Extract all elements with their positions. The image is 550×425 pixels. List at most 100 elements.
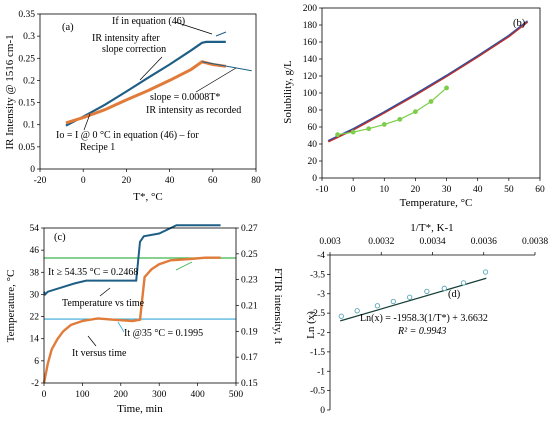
- chart-a-arrow-io: [83, 113, 91, 131]
- chart-a-xlabel: T*, °C: [133, 191, 162, 203]
- chart-c-temp-label: Temperature vs time: [62, 298, 145, 309]
- chart-b-point: [381, 122, 387, 127]
- chart-c-xtick-label: 400: [190, 390, 205, 400]
- chart-a-annot-corrected: IR intensity after slope correction: [92, 33, 166, 55]
- chart-b-plot-border: [321, 7, 541, 179]
- chart-b-point: [444, 85, 449, 91]
- chart-b-ytick-label: 200: [303, 4, 318, 14]
- chart-d-ytick-label: -2: [317, 329, 325, 339]
- chart-b-ytick-label: 80: [308, 106, 318, 116]
- chart-c-ytick-label: 22: [30, 313, 40, 323]
- chart-a-annot-slope: slope = 0.0008T*: [150, 92, 220, 103]
- chart-a-panel-label: (a): [62, 22, 74, 33]
- chart-d-fit-line: [340, 277, 487, 322]
- chart-c-arrow-low: [117, 321, 125, 333]
- chart-b-point: [335, 132, 340, 138]
- chart-a-ytick-label: 0.05: [18, 143, 35, 153]
- chart-b-ytick-label: 20: [308, 157, 318, 167]
- chart-d-point: [407, 294, 413, 300]
- chart-b-xtick-label: 30: [442, 185, 452, 195]
- chart-c-arrow-it: [87, 335, 97, 347]
- chart-c-plot-border: [43, 227, 237, 384]
- chart-d-point: [374, 303, 381, 309]
- chart-b-ytick-label: 180: [303, 21, 318, 31]
- chart-c-xtick-label: 300: [152, 390, 167, 400]
- chart-a-annot-if: If in equation (46): [112, 16, 185, 27]
- chart-d-ytick-label: 0: [320, 406, 325, 416]
- chart-c-y2label: FTIR intensity, It: [272, 268, 284, 344]
- chart-c-panel-label: (c): [54, 232, 66, 243]
- chart-c-xtick-label: 0: [42, 390, 47, 400]
- chart-a-arrow-corrected: [139, 56, 163, 81]
- chart-d: 0 -0.5 -1 -1.5 -2 -2.5 -3 -3.5 -4 0.003 0.0032 0.0…: [305, 222, 548, 416]
- chart-c-xtick-label: 100: [75, 390, 90, 400]
- chart-a-ytick-label: 0.1: [23, 121, 35, 131]
- chart-d-ytick-label: -1.5: [310, 348, 325, 358]
- chart-a-xtick-label: -20: [34, 176, 47, 186]
- chart-d-ytick-label: -1: [317, 367, 325, 377]
- chart-b-ytick-label: 60: [308, 123, 318, 133]
- chart-b-series-line: [327, 20, 529, 143]
- chart-c-ytick-label: -2: [31, 379, 39, 389]
- chart-c-y2tick-label: 0.21: [241, 302, 258, 312]
- chart-a-series-line: [65, 40, 226, 127]
- chart-b-ytick-label: 140: [303, 55, 318, 65]
- chart-a-ytick-label: 0.35: [18, 10, 35, 20]
- chart-c-ytick-label: 30: [30, 290, 40, 300]
- chart-c-ytick-label: 14: [30, 335, 40, 345]
- chart-d-point: [424, 288, 430, 295]
- chart-c-ref-low-label: It @35 °C = 0.1995: [124, 328, 203, 339]
- chart-a-ytick-label: 0.3: [23, 32, 35, 42]
- chart-a-xtick-label: 20: [122, 176, 132, 186]
- chart-a-plot-border: [39, 13, 257, 170]
- chart-d-ytick-label: -0.5: [310, 387, 325, 397]
- chart-a-xtick-label: 40: [165, 176, 175, 186]
- chart-d-ytick-label: -2.5: [310, 309, 325, 319]
- chart-b-ytick-label: 120: [303, 72, 318, 82]
- chart-d-point: [338, 313, 344, 319]
- chart-c-xlabel: Time, min: [117, 403, 163, 415]
- chart-d-ytick-label: -3: [317, 290, 325, 300]
- chart-d-xtick-label: 0.0038: [522, 237, 548, 247]
- chart-a-arrow-slope: [195, 67, 237, 93]
- chart-a-annot-io: Io = I @ 0 °C in equation (46) – for Rec…: [56, 130, 201, 153]
- chart-c-y2tick-label: 0.15: [241, 379, 258, 389]
- chart-b-xtick-label: -10: [316, 185, 329, 195]
- chart-c: -2 6 14 22 30 38 46 54 0.15 0.17 0.19 0.21 0.23 0.25…: [5, 224, 284, 415]
- chart-d-point: [354, 308, 360, 314]
- chart-d-point: [482, 269, 489, 275]
- chart-d-r2: R² = 0.9943: [397, 326, 446, 337]
- chart-d-xtick-label: 0.0036: [471, 237, 497, 247]
- chart-a-xtick-label: 80: [251, 176, 261, 186]
- chart-b-ytick-label: 40: [308, 140, 318, 150]
- chart-c-y2tick-label: 0.23: [241, 276, 258, 286]
- chart-b-point: [413, 109, 418, 115]
- chart-c-arrow-high: [175, 261, 193, 271]
- chart-a: 00.050.10.150.20.250.30.35 -20 0 20 40 60 80 …: [4, 10, 261, 203]
- chart-a-if-bracket: [215, 31, 227, 37]
- chart-c-xtick-label: 200: [114, 390, 129, 400]
- chart-b-panel-label: (b): [513, 18, 526, 29]
- chart-a-ylabel: IR Intensity @ 1516 cm-1: [4, 34, 16, 149]
- chart-a-ytick-label: 0: [30, 165, 35, 175]
- chart-b-series-line: [327, 20, 528, 142]
- chart-b-xtick-label: 0: [351, 185, 356, 195]
- chart-c-ytick-label: 38: [30, 268, 40, 278]
- chart-a-ytick-label: 0.15: [18, 99, 35, 109]
- chart-c-ytick-label: 46: [30, 246, 40, 256]
- chart-d-xtick-label: 0.0034: [419, 237, 445, 247]
- chart-b-point: [428, 99, 434, 104]
- chart-d-xtick-label: 0.003: [319, 237, 341, 247]
- chart-a-series-line: [201, 61, 252, 72]
- chart-c-y2tick-label: 0.17: [241, 353, 258, 363]
- chart-b-xtick-label: 10: [380, 185, 390, 195]
- chart-c-intensity-line: [42, 256, 221, 384]
- chart-d-ytick-label: -4: [317, 251, 325, 261]
- chart-d-point: [390, 298, 396, 305]
- chart-c-it-label: It versus time: [72, 348, 127, 359]
- chart-a-xtick-label: 60: [208, 176, 218, 186]
- chart-d-panel-label: (d): [448, 289, 461, 300]
- chart-c-y2tick-label: 0.25: [241, 250, 258, 260]
